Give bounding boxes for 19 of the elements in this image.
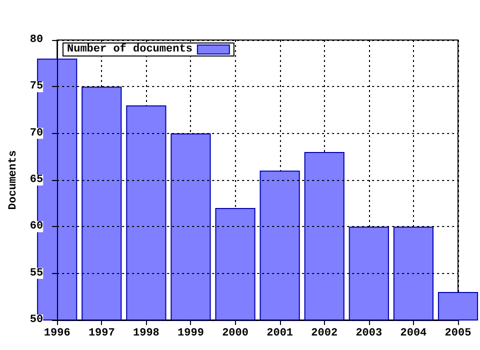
y-tick-label: 50: [30, 314, 44, 326]
x-tick-label: 1996: [44, 328, 70, 340]
x-tick-label: 2002: [311, 328, 338, 340]
x-tick-label: 1997: [88, 328, 115, 340]
y-tick-label: 65: [30, 174, 44, 186]
x-tick-label: 2004: [400, 328, 428, 340]
x-tick-label: 2005: [444, 328, 472, 340]
y-tick-label: 60: [30, 220, 44, 233]
y-tick-label: 80: [30, 34, 44, 46]
y-tick-label: 70: [30, 127, 44, 140]
x-tick-label: 2003: [356, 328, 383, 340]
legend-label: Number of documents: [67, 42, 192, 56]
x-tick-label: 2001: [266, 328, 294, 340]
x-tick-label: 1999: [178, 328, 204, 340]
x-tick-label: 2000: [222, 328, 248, 340]
y-axis-title: Documents: [8, 150, 20, 210]
x-tick-label: 1998: [132, 328, 160, 340]
y-tick-label: 75: [30, 80, 44, 93]
y-tick-label: 55: [30, 267, 44, 280]
